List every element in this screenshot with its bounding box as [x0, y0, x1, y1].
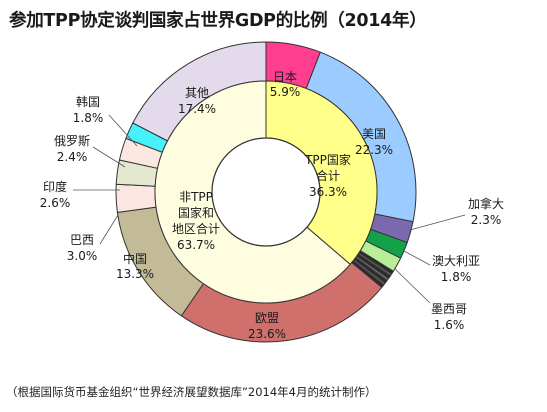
leader-line-canada	[409, 214, 466, 231]
label-russia-name: 俄罗斯	[54, 134, 90, 148]
label-brazil-name: 巴西	[70, 233, 94, 247]
label-mexico-value: 1.6%	[434, 318, 465, 332]
label-korea-value: 1.8%	[73, 111, 104, 125]
label-nontpp-name-line3: 地区合计	[172, 221, 220, 236]
leader-line-brazil	[99, 214, 119, 245]
leader-line-russia	[92, 146, 126, 168]
label-australia-value: 1.8%	[441, 270, 472, 284]
label-tpp-name-line2: 合计	[316, 168, 340, 183]
label-japan-value: 5.9%	[270, 85, 301, 99]
label-china-name: 中国	[123, 251, 147, 266]
label-usa-name: 美国	[362, 127, 386, 141]
label-others-value: 17.4%	[178, 102, 216, 116]
leader-line-korea	[108, 114, 138, 147]
leader-lines	[73, 114, 466, 304]
label-brazil-value: 3.0%	[67, 249, 98, 263]
label-others-name: 其他	[185, 86, 209, 100]
label-nontpp-name-line1: 非TPP	[179, 190, 213, 204]
source-note: （根据国际货币基金组织“世界经济展望数据库”2014年4月的统计制作）	[6, 385, 377, 399]
leader-line-mexico	[394, 268, 431, 304]
outer-slice-巴西	[115, 183, 157, 213]
label-korea-name: 韩国	[76, 94, 100, 109]
label-tpp-name-line1: TPP国家	[304, 152, 351, 167]
label-eu-name: 欧盟	[255, 311, 279, 325]
label-india-value: 2.6%	[40, 196, 71, 210]
label-mexico-name: 墨西哥	[431, 302, 467, 316]
label-nontpp-value: 63.7%	[177, 238, 215, 252]
label-canada-value: 2.3%	[471, 213, 502, 227]
label-australia-name: 澳大利亚	[432, 254, 480, 268]
label-russia-value: 2.4%	[57, 150, 88, 164]
leader-line-australia	[403, 250, 431, 266]
label-tpp-value: 36.3%	[309, 185, 347, 199]
label-japan-name: 日本	[273, 70, 297, 84]
label-india-name: 印度	[43, 179, 67, 194]
chart-title: 参加TPP协定谈判国家占世界GDP的比例（2014年）	[9, 11, 427, 31]
label-usa-value: 22.3%	[355, 143, 393, 157]
label-canada-name: 加拿大	[468, 196, 504, 211]
label-nontpp-name-line2: 国家和	[178, 205, 214, 220]
donut-hole	[211, 137, 321, 247]
label-china-value: 13.3%	[116, 267, 154, 281]
label-eu-value: 23.6%	[248, 327, 286, 341]
